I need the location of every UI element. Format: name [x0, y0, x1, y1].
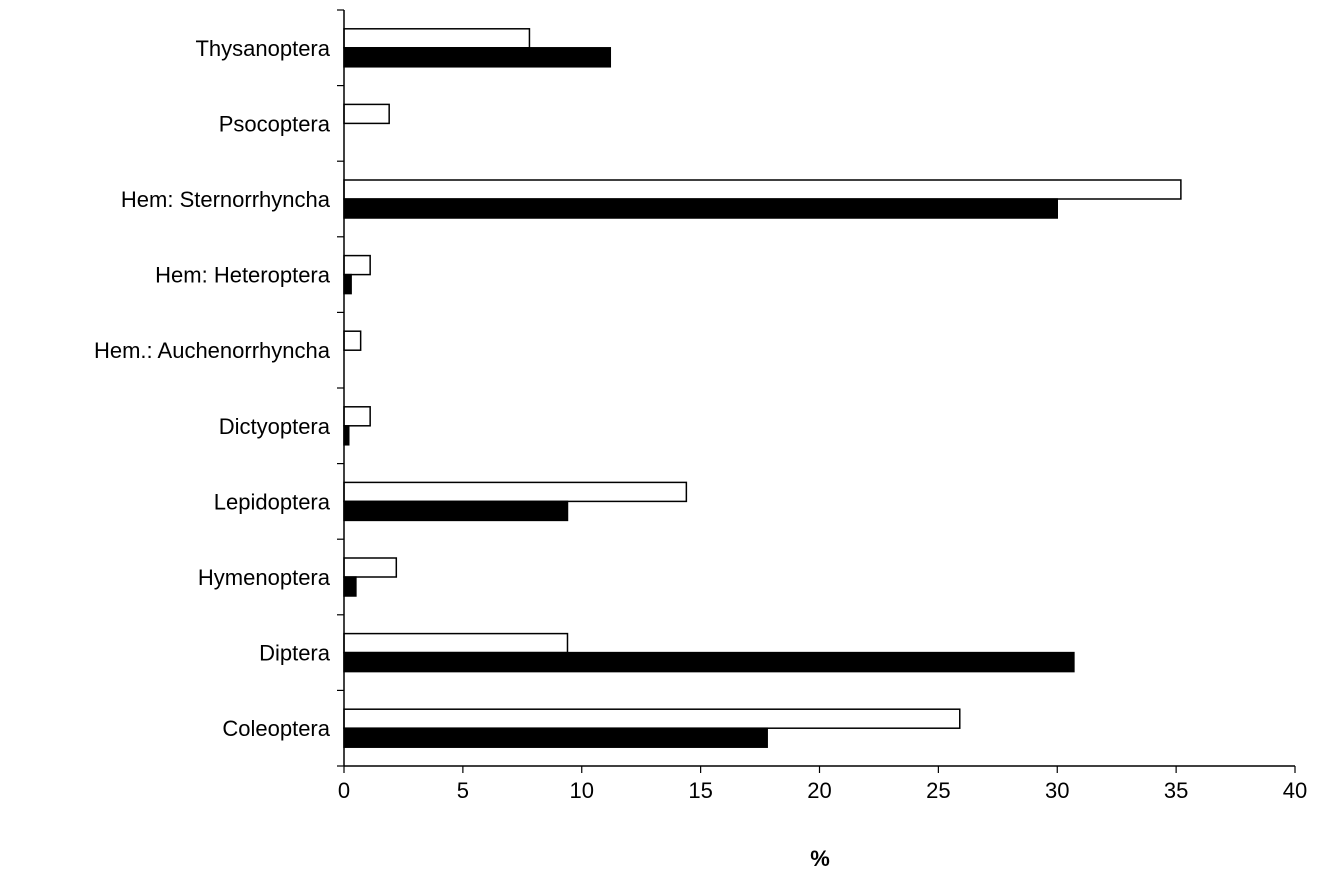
- bar-diptera-series-1: [344, 634, 567, 653]
- bar-hem-sternorrhyncha-series-2: [344, 199, 1057, 218]
- category-label: Diptera: [259, 641, 331, 666]
- bar-coleoptera-series-1: [344, 709, 960, 728]
- category-label: Hem: Heteroptera: [155, 263, 331, 288]
- category-label: Hem: Sternorrhyncha: [121, 187, 331, 212]
- bar-thysanoptera-series-1: [344, 29, 529, 48]
- x-tick-label: 10: [570, 778, 594, 803]
- bar-hem-sternorrhyncha-series-1: [344, 180, 1181, 199]
- x-tick-label: 30: [1045, 778, 1069, 803]
- bar-hem-auchenorrhyncha-series-1: [344, 331, 361, 350]
- category-label: Thysanoptera: [195, 36, 330, 61]
- bar-hem-heteroptera-series-1: [344, 256, 370, 275]
- bar-lepidoptera-series-1: [344, 482, 686, 501]
- category-label: Psocoptera: [219, 111, 331, 136]
- category-label: Hymenoptera: [198, 565, 331, 590]
- bar-thysanoptera-series-2: [344, 48, 610, 67]
- bar-hem-heteroptera-series-2: [344, 275, 351, 294]
- x-tick-label: 15: [688, 778, 712, 803]
- x-tick-label: 40: [1283, 778, 1307, 803]
- x-tick-label: 5: [457, 778, 469, 803]
- x-axis-title: %: [810, 846, 830, 871]
- x-tick-label: 35: [1164, 778, 1188, 803]
- bar-psocoptera-series-1: [344, 104, 389, 123]
- x-tick-label: 20: [807, 778, 831, 803]
- bar-diptera-series-2: [344, 653, 1074, 672]
- bar-dictyoptera-series-1: [344, 407, 370, 426]
- category-label: Coleoptera: [222, 716, 330, 741]
- category-label: Dictyoptera: [219, 414, 331, 439]
- labels-group: Coleoptera Diptera Hymenoptera Lepidoptera D…: [94, 36, 1307, 803]
- bar-hymenoptera-series-1: [344, 558, 396, 577]
- x-tick-label: 0: [338, 778, 350, 803]
- category-label: Hem.: Auchenorrhyncha: [94, 338, 331, 363]
- category-label: Lepidoptera: [214, 489, 331, 514]
- bar-lepidoptera-series-2: [344, 501, 567, 520]
- bars-group: [344, 29, 1181, 747]
- bar-coleoptera-series-2: [344, 728, 767, 747]
- x-tick-label: 25: [926, 778, 950, 803]
- bar-hymenoptera-series-2: [344, 577, 356, 596]
